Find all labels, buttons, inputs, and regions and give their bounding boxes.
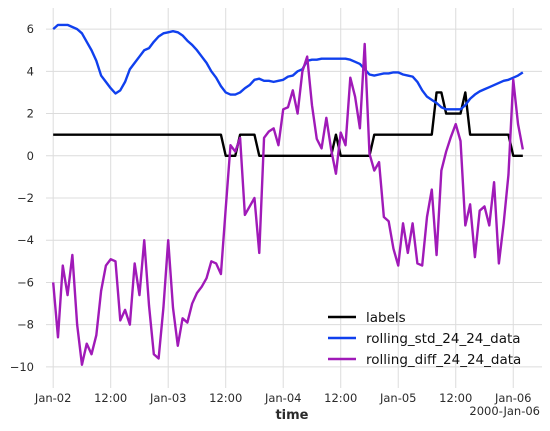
y-axis-ticks: −10 −8 −6 −4 −2 0 2 4 6 — [10, 22, 34, 374]
y-tick-label: −8 — [17, 318, 34, 332]
series-lines — [51, 23, 525, 366]
x-offset-label: 2000-Jan-06 — [469, 404, 540, 418]
x-tick-label: Jan-06 — [494, 391, 532, 405]
x-tick-label: Jan-04 — [264, 391, 302, 405]
x-axis-title: time — [275, 408, 308, 423]
x-tick-label: Jan-02 — [34, 391, 72, 405]
y-tick-label: −10 — [10, 360, 34, 374]
y-tick-label: −6 — [17, 275, 34, 289]
legend-label: labels — [366, 310, 406, 326]
x-axis-ticks: Jan-02 12:00 Jan-03 12:00 Jan-04 12:00 Jan-05 1… — [34, 391, 532, 405]
series-line-rolling_std_24_24_data — [52, 23, 524, 111]
series-line-labels — [53, 91, 523, 157]
y-tick-label: 0 — [27, 149, 34, 163]
legend: labels rolling_std_24_24_data rolling_diff… — [328, 310, 521, 368]
x-tick-label: 12:00 — [94, 391, 127, 405]
y-tick-label: −4 — [17, 233, 34, 247]
y-tick-label: 2 — [27, 107, 34, 121]
series-line-rolling_diff_24_24_data — [51, 42, 525, 366]
legend-label: rolling_diff_24_24_data — [366, 352, 521, 368]
x-tick-label: Jan-05 — [379, 391, 417, 405]
legend-label: rolling_std_24_24_data — [366, 331, 521, 347]
x-tick-label: Jan-03 — [149, 391, 187, 405]
y-tick-label: 6 — [27, 22, 34, 36]
x-tick-label: 12:00 — [209, 391, 242, 405]
y-tick-label: −2 — [17, 191, 34, 205]
y-tick-label: 4 — [27, 64, 34, 78]
x-tick-label: 12:00 — [324, 391, 357, 405]
x-tick-label: 12:00 — [439, 391, 472, 405]
